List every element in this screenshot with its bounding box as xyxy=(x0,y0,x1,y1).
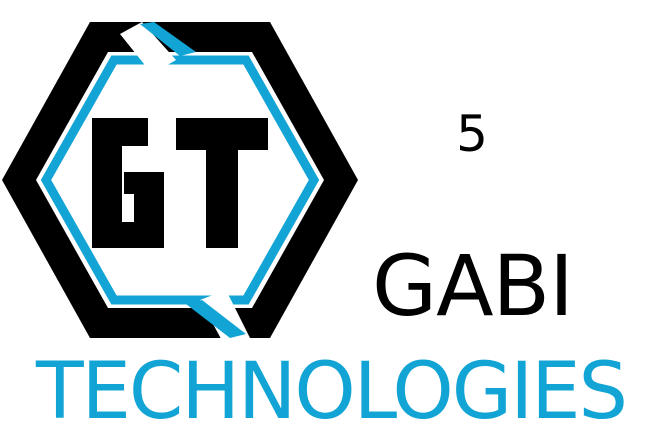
brand-name: GABI xyxy=(372,237,574,335)
ribbon-top xyxy=(140,22,196,56)
monogram-letter-g xyxy=(92,118,164,248)
number-label: 5 xyxy=(456,105,488,163)
ring-cut-top xyxy=(120,22,176,74)
monogram-letter-t xyxy=(176,118,268,248)
ribbon-bottom xyxy=(186,300,246,338)
inner-blue-hexagon xyxy=(40,55,320,305)
brand-subtitle: TECHNOLOGIES xyxy=(35,347,628,437)
